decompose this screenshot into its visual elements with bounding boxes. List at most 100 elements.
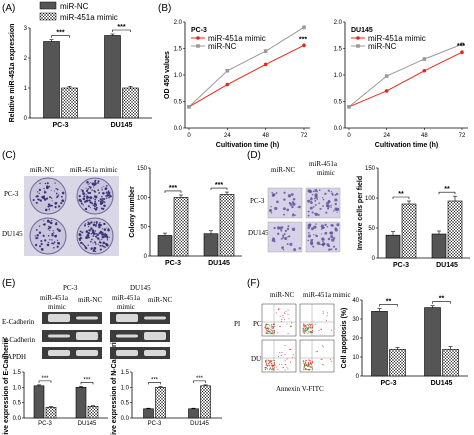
invasion-cell <box>333 245 336 248</box>
colony-dot <box>108 227 110 230</box>
flow-event <box>320 358 322 360</box>
flow-event <box>266 364 268 366</box>
colony-dot <box>94 179 97 182</box>
chartF-sig-bracket <box>432 301 451 304</box>
flow-event <box>269 331 271 333</box>
chartB1-series-line <box>188 44 305 108</box>
flow-event <box>308 363 310 365</box>
colony-dot <box>104 187 108 190</box>
flow-event <box>264 326 266 328</box>
flow-event <box>265 362 267 364</box>
colony-dot <box>87 205 90 208</box>
chartB1-point <box>302 25 306 30</box>
chartE2-bar <box>143 408 154 419</box>
colony-dot <box>40 247 44 251</box>
flow-event <box>273 324 275 326</box>
flow-event <box>305 326 307 328</box>
colony-dot <box>57 205 61 208</box>
blot-col-top-2: miR-451a <box>112 294 141 302</box>
chartB2-y-tick-label: 0.0 <box>334 126 343 132</box>
chartE2-sig-bracket <box>148 382 161 385</box>
colony-dot <box>95 196 98 199</box>
colony-dot <box>106 239 109 241</box>
blot-band <box>76 350 98 356</box>
flow-event <box>311 327 313 329</box>
invasion-cell <box>286 243 289 245</box>
colony-dot <box>90 240 92 243</box>
flow-event <box>270 324 272 326</box>
flow-event <box>267 368 269 370</box>
colony-dot <box>48 225 50 228</box>
chartB2-x-tick-label: 72 <box>459 133 466 139</box>
invasion-cell <box>320 228 323 230</box>
flow-event <box>303 329 305 331</box>
chart-c: 0 50 100 150 Colony number PC-3 *** DU145 *** <box>129 166 242 267</box>
invasion-cell <box>314 212 318 216</box>
colony-dot <box>101 196 103 198</box>
flow-event <box>303 325 305 327</box>
chartE2-category-label: PC-3 <box>148 421 162 427</box>
flow-event <box>307 324 309 326</box>
colony-dot <box>91 238 93 241</box>
chartA-y-tick-label: 2 <box>24 56 28 62</box>
colony-dot <box>97 200 100 202</box>
chartD-sig-label: ** <box>398 191 404 198</box>
invasion-col-nc: miR-NC <box>271 166 295 174</box>
blot-band <box>116 350 138 356</box>
colony-dot <box>89 201 92 204</box>
flow-event <box>307 368 309 370</box>
chartB2-y-tick-label: 1.5 <box>334 47 343 53</box>
flow-event <box>308 323 310 325</box>
flow-col-mimic: miR-451a mimic <box>303 291 351 299</box>
colony-dot <box>87 196 90 199</box>
colony-dot <box>109 195 112 198</box>
colony-dot <box>53 232 55 234</box>
flow-event <box>282 314 284 316</box>
chartF-sig-label: ** <box>386 299 392 306</box>
chart-b-pc3: 0.0 0.5 1.0 1.5 2.0 OD 450 values 0 24 48 72 Culti… <box>164 20 310 149</box>
flow-event <box>266 359 268 361</box>
invasion-cell <box>321 243 324 246</box>
colony-dot <box>100 201 103 204</box>
chartE1-y-tick-label: 0.0 <box>13 416 22 422</box>
flow-event <box>310 364 312 366</box>
flow-event <box>307 328 309 330</box>
flow-event <box>304 328 306 330</box>
colony-dot <box>82 204 84 206</box>
colony-dot <box>51 239 53 241</box>
chartA-y-tick-label: 3 <box>24 26 28 32</box>
chartB2-legend-marker <box>356 44 360 48</box>
invasion-cell <box>277 232 280 235</box>
colony-dot <box>101 187 103 189</box>
chartB2-point <box>384 74 389 78</box>
colony-dot <box>98 241 101 244</box>
colony-dot <box>78 195 81 198</box>
colony-row-pc3: PC-3 <box>4 190 19 198</box>
colony-dot <box>93 246 97 250</box>
colony-dot <box>99 248 102 251</box>
chartD-bar <box>431 233 447 259</box>
flow-event <box>267 326 269 328</box>
chartA-bar <box>104 35 121 119</box>
flow-event <box>312 360 314 362</box>
colony-dot <box>50 204 53 207</box>
flow-event <box>308 359 310 361</box>
chartE1-y-tick-label: 1.5 <box>13 370 22 376</box>
flow-event <box>265 328 267 330</box>
blot-col-4: miR-NC <box>148 296 172 304</box>
invasion-cell <box>287 194 292 198</box>
flow-event <box>290 325 292 327</box>
colony-dot <box>43 198 47 201</box>
flow-event <box>273 365 275 367</box>
flow-event <box>264 366 266 368</box>
colony-dot <box>38 231 42 234</box>
flow-event <box>272 329 274 331</box>
colony-dot <box>105 184 108 187</box>
colony-dot <box>83 224 86 227</box>
colony-dot <box>101 235 105 239</box>
flow-event <box>268 360 270 362</box>
legend-a: miR-NC miR-451a mimic <box>39 1 118 22</box>
colony-dot <box>56 239 59 241</box>
flow-event <box>272 332 274 334</box>
chartE1-bar <box>45 406 57 419</box>
